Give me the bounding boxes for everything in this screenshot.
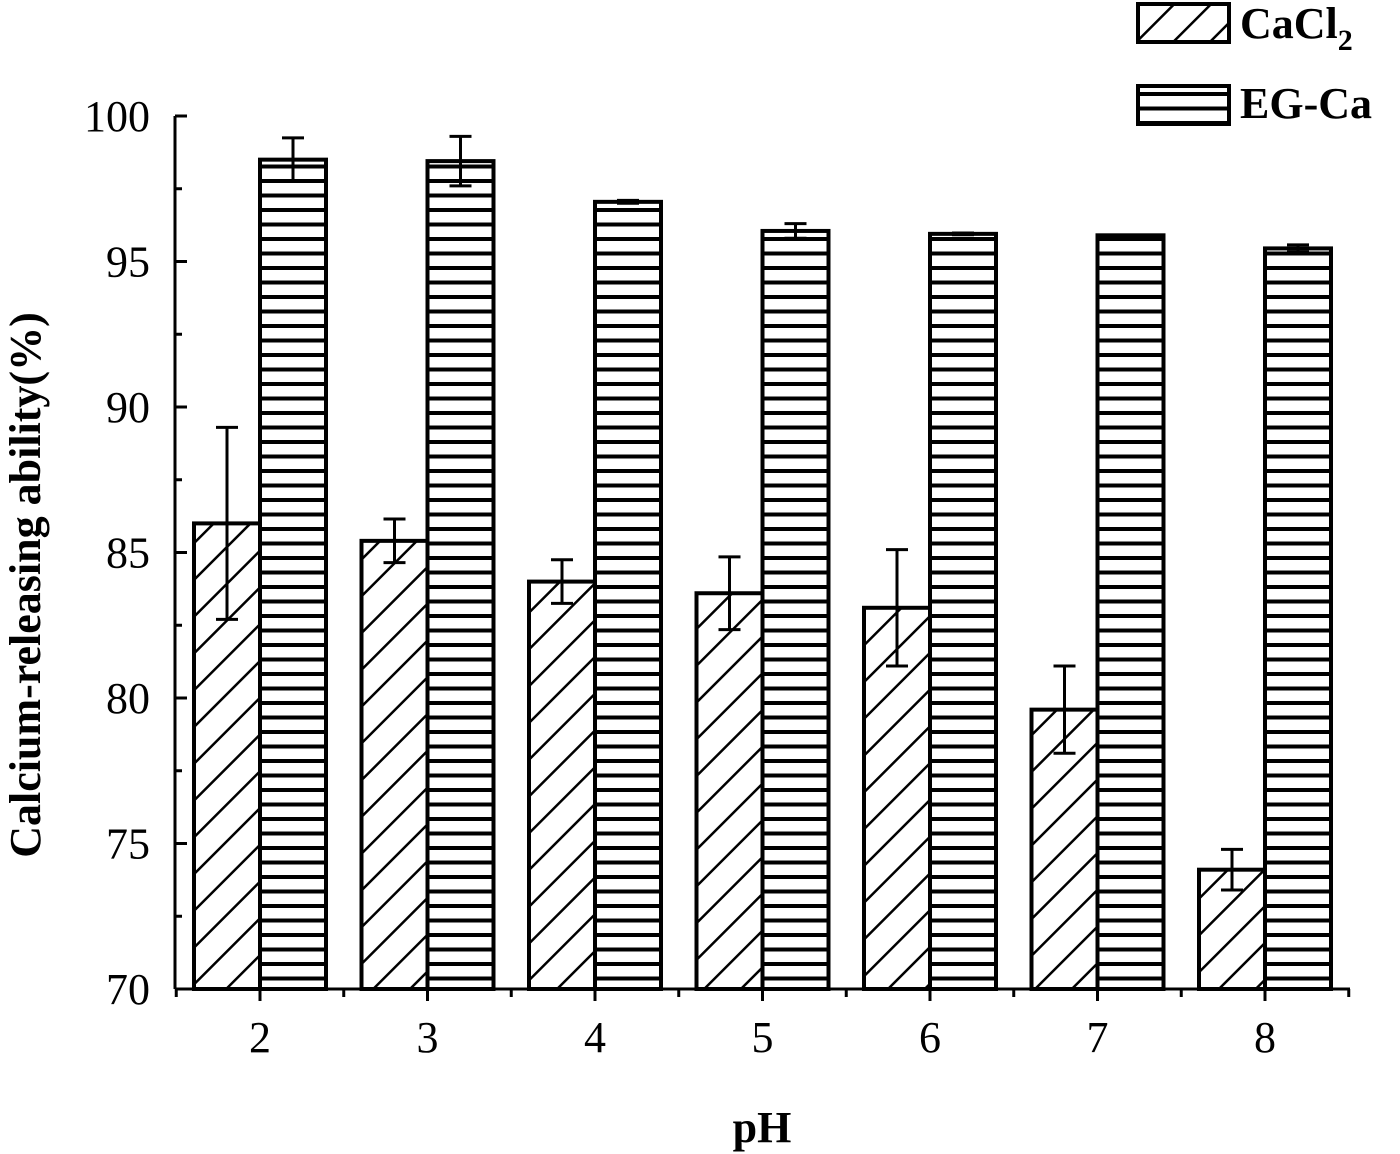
legend: CaCl2 EG-Ca — [1136, 0, 1372, 128]
y-tick-label-70: 70 — [106, 965, 150, 1014]
legend-item-cacl2: CaCl2 — [1136, 0, 1353, 57]
legend-label-eg-ca: EG-Ca — [1240, 79, 1372, 128]
legend-label-cacl2-main: CaCl — [1240, 0, 1338, 48]
y-ticks: 70 75 80 85 90 95 100 — [84, 92, 187, 1014]
error-bar-eg-ca-ph-5 — [784, 222, 807, 240]
x-tick-label-5: 5 — [752, 1013, 774, 1062]
error-bar-cacl2-ph-4 — [551, 558, 573, 605]
bar-cacl2-ph-5 — [694, 591, 765, 991]
error-bar-cacl2-ph-6 — [886, 548, 908, 668]
x-ticks: 2 3 4 5 6 7 8 — [174, 989, 1351, 1062]
bar-eg-ca-ph-6 — [928, 231, 998, 992]
y-tick-label-85: 85 — [106, 529, 150, 578]
error-bar-cacl2-ph-5 — [718, 555, 741, 632]
legend-swatch-eg-ca — [1136, 84, 1231, 126]
y-axis-title: Calcium-releasing ability(%) — [1, 312, 50, 857]
bar-eg-ca-ph-3 — [425, 159, 496, 992]
y-tick-label-100: 100 — [84, 92, 150, 141]
error-bar-eg-ca-ph-6 — [952, 231, 974, 237]
error-bar-eg-ca-ph-3 — [449, 134, 472, 188]
x-tick-label-2: 2 — [249, 1013, 271, 1062]
error-bar-cacl2-ph-7 — [1053, 664, 1076, 755]
error-bar-eg-ca-ph-8 — [1287, 243, 1309, 254]
x-axis-title: pH — [733, 1103, 792, 1152]
bar-cacl2-ph-4 — [527, 579, 597, 991]
bar-eg-ca-ph-7 — [1095, 233, 1166, 991]
error-bar-eg-ca-ph-2 — [282, 136, 304, 183]
error-bar-cacl2-ph-2 — [216, 425, 238, 621]
legend-label-cacl2-sub: 2 — [1338, 24, 1353, 57]
bars-group — [192, 157, 1333, 992]
legend-label-cacl2: CaCl2 — [1240, 0, 1353, 57]
x-tick-label-7: 7 — [1087, 1013, 1109, 1062]
error-bar-cacl2-ph-3 — [383, 517, 406, 565]
legend-item-eg-ca: EG-Ca — [1136, 79, 1372, 128]
x-tick-label-4: 4 — [584, 1013, 606, 1062]
y-tick-label-95: 95 — [106, 238, 150, 287]
bar-eg-ca-ph-8 — [1263, 246, 1333, 991]
x-tick-label-3: 3 — [417, 1013, 439, 1062]
error-bars-group — [216, 134, 1309, 892]
bar-eg-ca-ph-2 — [258, 157, 328, 991]
y-tick-label-80: 80 — [106, 674, 150, 723]
x-tick-label-6: 6 — [919, 1013, 941, 1062]
bar-eg-ca-ph-5 — [760, 228, 831, 991]
legend-swatch-cacl2 — [1136, 2, 1231, 44]
y-tick-label-90: 90 — [106, 383, 150, 432]
error-bar-eg-ca-ph-4 — [617, 198, 639, 205]
bar-eg-ca-ph-4 — [593, 199, 663, 992]
error-bar-cacl2-ph-8 — [1221, 847, 1243, 892]
x-tick-label-8: 8 — [1254, 1013, 1276, 1062]
bar-cacl2-ph-3 — [359, 538, 430, 991]
y-tick-label-75: 75 — [106, 820, 150, 869]
